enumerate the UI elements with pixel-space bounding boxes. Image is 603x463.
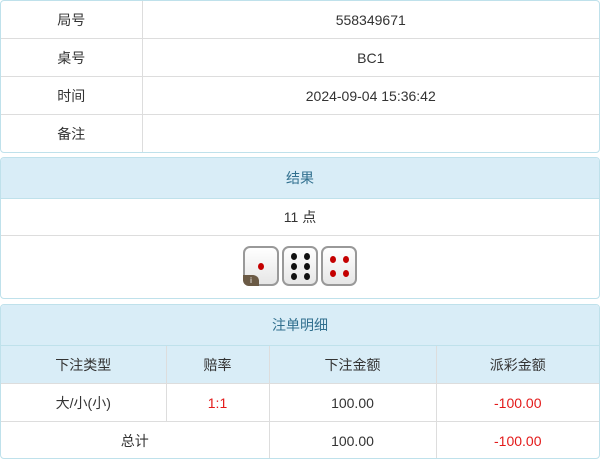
- die-1-icon: i: [243, 246, 279, 286]
- info-badge-icon[interactable]: i: [243, 275, 259, 286]
- round-info-panel: 局号 558349671 桌号 BC1 时间 2024-09-04 15:36:42 …: [0, 0, 600, 153]
- remark: [141, 114, 599, 152]
- label: 备注: [1, 114, 143, 152]
- total-payout: -100.00: [435, 421, 599, 458]
- pip: [258, 263, 264, 270]
- header-payout: 派彩金额: [435, 346, 599, 384]
- pip: [330, 270, 336, 277]
- pip: [304, 273, 310, 280]
- round-number: 558349671: [141, 1, 599, 39]
- pip: [291, 253, 297, 260]
- bet-details-panel: 注单明细 下注类型 赔率 下注金额 派彩金额 大/小(小) 1:1 100.00…: [0, 304, 600, 459]
- die-4-icon: [321, 246, 357, 286]
- time: 2024-09-04 15:36:42: [141, 76, 599, 115]
- dice-row: i: [1, 236, 599, 298]
- odds: 1:1: [165, 383, 270, 422]
- result-panel: 结果 11 点 i: [0, 157, 600, 299]
- pip: [291, 273, 297, 280]
- row-time: 时间 2024-09-04 15:36:42: [1, 76, 599, 115]
- result-title: 结果: [1, 158, 599, 199]
- column-headers: 下注类型 赔率 下注金额 派彩金额: [1, 346, 599, 384]
- pip: [304, 263, 310, 270]
- result-points: 11 点: [1, 199, 599, 236]
- pip: [330, 256, 336, 263]
- label: 时间: [1, 76, 143, 115]
- pip: [343, 256, 349, 263]
- total-row: 总计 100.00 -100.00: [1, 421, 599, 458]
- table-number: BC1: [141, 38, 599, 77]
- pip: [343, 270, 349, 277]
- header-bet-amount: 下注金额: [268, 346, 437, 384]
- payout: -100.00: [435, 383, 599, 422]
- bet-details-title: 注单明细: [1, 305, 599, 346]
- pip: [304, 253, 310, 260]
- row-table-number: 桌号 BC1: [1, 38, 599, 77]
- total-label: 总计: [1, 421, 270, 458]
- bet-type: 大/小(小): [1, 383, 167, 422]
- bet-amount: 100.00: [268, 383, 437, 422]
- label: 桌号: [1, 38, 143, 77]
- row-remark: 备注: [1, 114, 599, 152]
- header-odds: 赔率: [165, 346, 270, 384]
- label: 局号: [1, 1, 143, 39]
- table-row: 大/小(小) 1:1 100.00 -100.00: [1, 383, 599, 422]
- die-6-icon: [282, 246, 318, 286]
- total-amount: 100.00: [268, 421, 437, 458]
- pip: [291, 263, 297, 270]
- header-bet-type: 下注类型: [1, 346, 167, 384]
- row-round-number: 局号 558349671: [1, 1, 599, 39]
